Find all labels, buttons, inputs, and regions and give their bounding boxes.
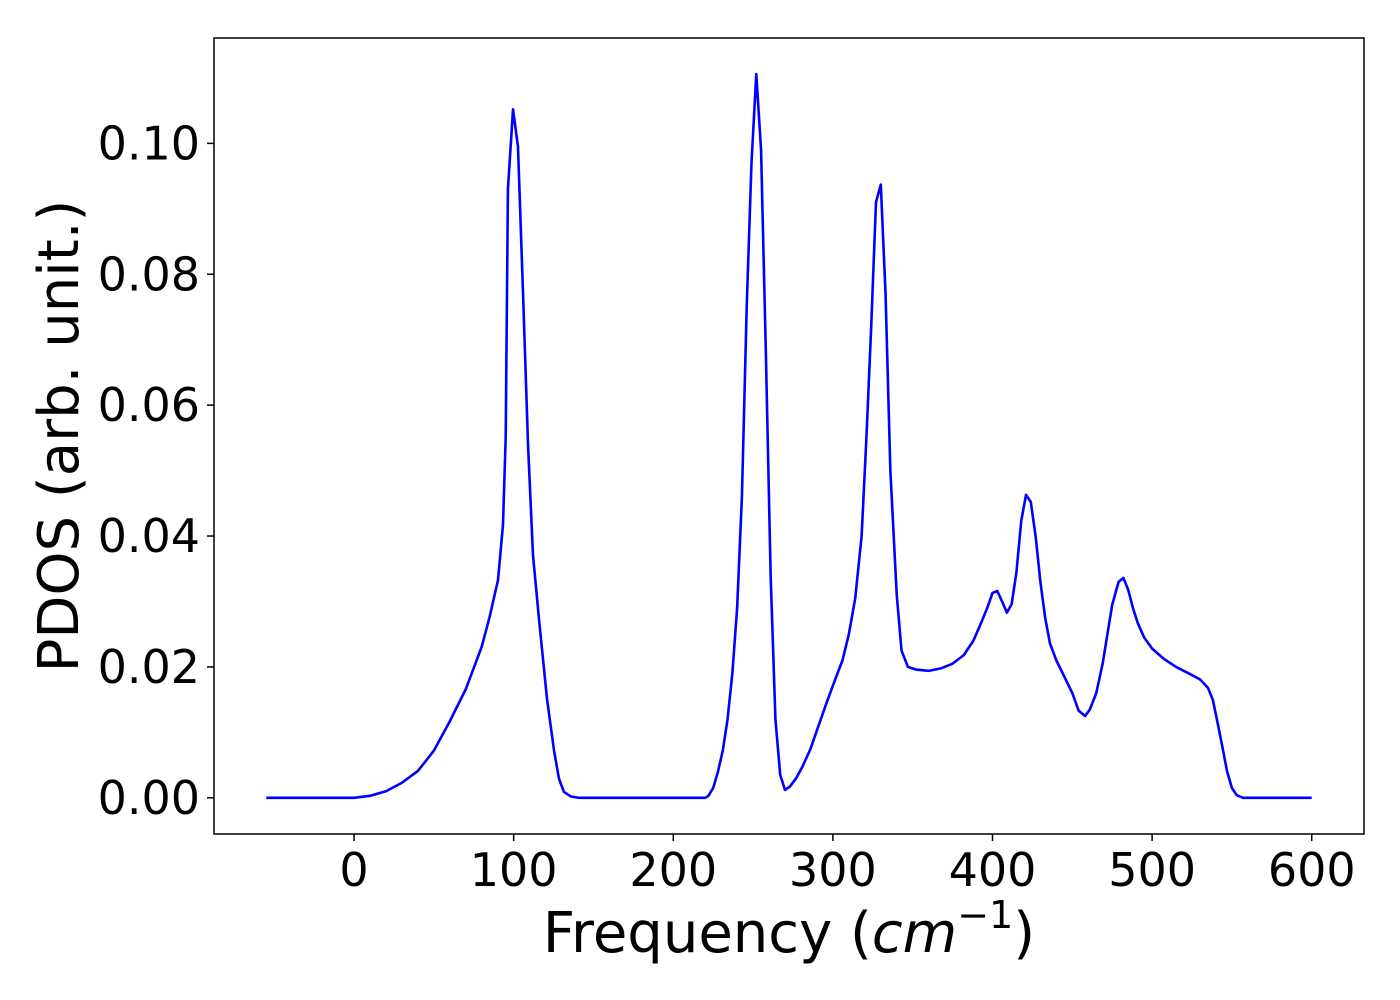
data-line — [266, 72, 1312, 800]
y-axis-label: PDOS (arb. unit.) — [27, 200, 92, 673]
x-tick-label: 0 — [339, 843, 368, 897]
x-tick-label: 200 — [629, 843, 717, 897]
x-tick-label: 300 — [789, 843, 877, 897]
x-label-part: −1 — [957, 893, 1013, 937]
x-axis-label: Frequency (cm−1) — [543, 893, 1035, 966]
y-tick-label: 0.00 — [98, 771, 200, 825]
y-tick-label: 0.04 — [98, 509, 200, 563]
x-label-part: cm — [872, 901, 957, 966]
y-tick-label: 0.08 — [98, 247, 200, 301]
x-tick-label: 100 — [470, 843, 558, 897]
x-tick-label: 400 — [949, 843, 1037, 897]
x-label-part: ) — [1013, 901, 1035, 966]
x-tick-label: 500 — [1108, 843, 1196, 897]
y-tick-label: 0.10 — [98, 116, 200, 170]
y-tick-label: 0.02 — [98, 640, 200, 694]
x-tick-label: 600 — [1268, 843, 1356, 897]
x-label-part: Frequency ( — [543, 901, 872, 966]
plot-frame — [213, 37, 1365, 835]
y-tick-label: 0.06 — [98, 378, 200, 432]
